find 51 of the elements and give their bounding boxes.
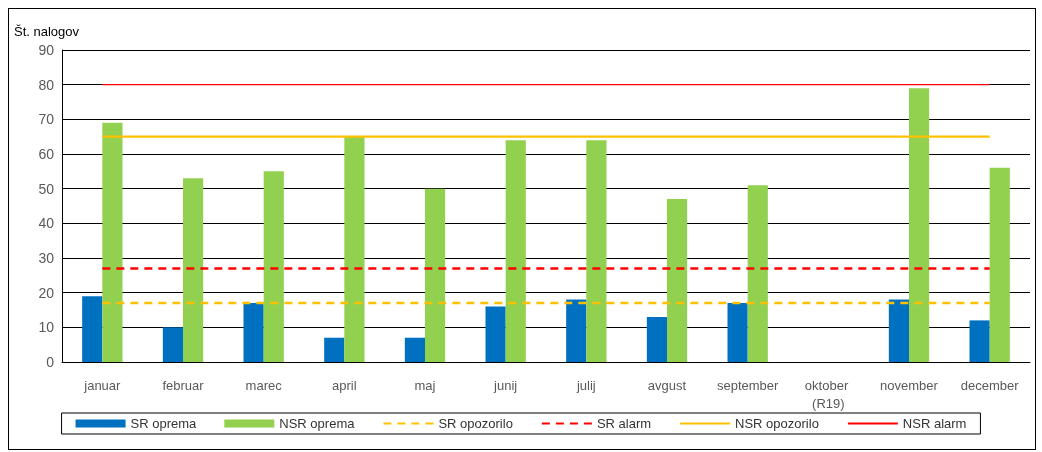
legend-label: NSR oprema <box>279 416 356 431</box>
legend-label: SR opozorilo <box>438 416 513 431</box>
x-tick-label: december <box>960 377 1020 393</box>
x-tick-label: marec <box>245 377 283 393</box>
bar <box>646 316 667 362</box>
x-tick-label: julij <box>575 377 596 393</box>
bar <box>263 171 284 362</box>
y-tick-label: 70 <box>38 111 55 128</box>
x-tick-label: januar <box>83 377 122 393</box>
y-tick-label: 50 <box>38 180 55 197</box>
bar <box>404 337 425 362</box>
x-tick-label: avgust <box>647 377 687 393</box>
bar <box>888 299 909 362</box>
x-tick-label: junij <box>493 377 518 393</box>
bar <box>344 136 365 362</box>
x-tick-label: oktober (R19) <box>804 377 852 411</box>
bar <box>485 306 506 362</box>
bar <box>102 122 123 362</box>
y-axis-title: Št. nalogov <box>14 24 80 39</box>
bar <box>82 296 103 362</box>
bar <box>162 327 183 362</box>
x-tick-label: september <box>716 377 780 393</box>
bar <box>989 167 1010 362</box>
bar <box>566 299 587 362</box>
bar <box>909 88 930 362</box>
legend-label: SR alarm <box>596 416 652 431</box>
legend-label: NSR opozorilo <box>735 416 819 431</box>
y-tick-label: 40 <box>38 215 55 232</box>
bar <box>505 140 526 362</box>
legend-label: NSR alarm <box>902 416 967 431</box>
bar <box>667 199 688 362</box>
y-tick-label: 30 <box>38 250 55 266</box>
y-tick-label: 80 <box>38 76 55 93</box>
bar <box>586 140 607 362</box>
legend-label: SR oprema <box>130 416 198 431</box>
x-tick-label: februar <box>162 377 205 393</box>
x-tick-label: maj <box>414 377 436 393</box>
bar <box>747 185 768 362</box>
y-tick-label: 20 <box>38 284 55 301</box>
bar <box>243 303 264 362</box>
y-tick-label: 10 <box>38 319 55 336</box>
bar <box>324 337 345 362</box>
y-tick-label: 0 <box>46 354 55 370</box>
bar <box>183 178 204 362</box>
y-tick-label: 90 <box>38 42 55 58</box>
x-tick-label: november <box>880 377 939 393</box>
bar <box>425 188 446 362</box>
x-tick-label: april <box>332 377 357 393</box>
bar <box>727 303 748 362</box>
y-tick-label: 60 <box>38 146 55 162</box>
bar <box>969 320 990 362</box>
